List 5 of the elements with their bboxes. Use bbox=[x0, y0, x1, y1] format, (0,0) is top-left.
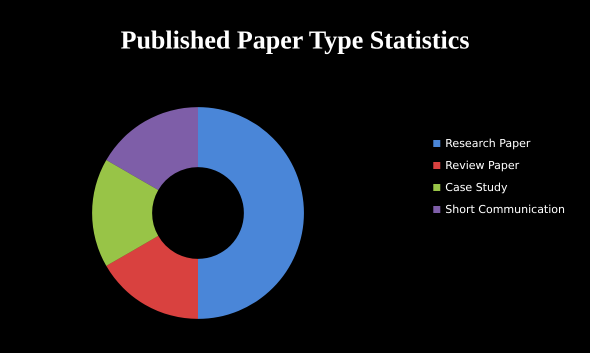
chart-title: Published Paper Type Statistics bbox=[120, 26, 470, 54]
legend-label: Review Paper bbox=[445, 159, 520, 172]
legend-label: Case Study bbox=[445, 181, 508, 194]
legend-label: Short Communication bbox=[445, 203, 566, 216]
legend-label: Research Paper bbox=[445, 137, 531, 150]
